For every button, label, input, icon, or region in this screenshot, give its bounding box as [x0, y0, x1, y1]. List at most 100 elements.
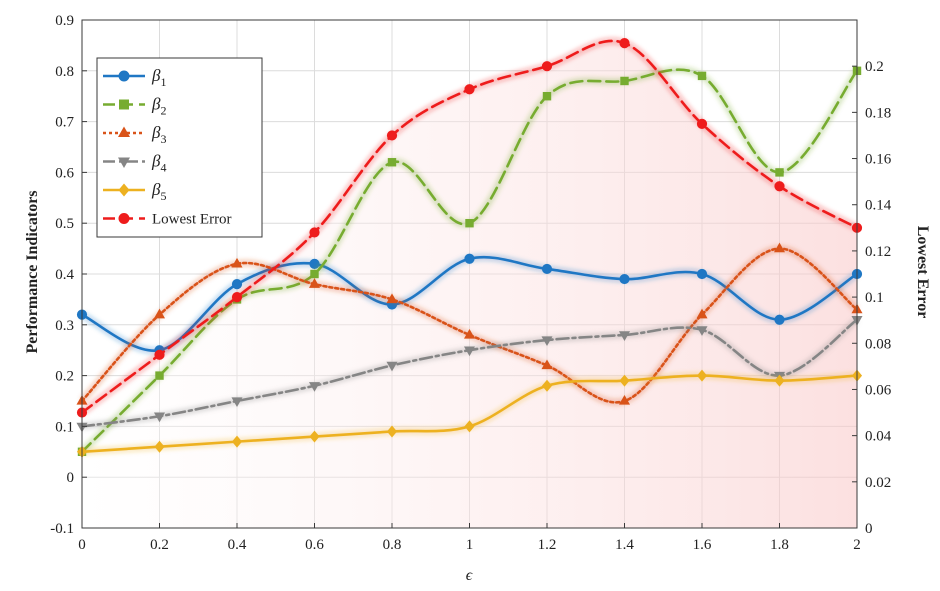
y-right-tick-label: 0.1: [865, 290, 884, 306]
data-point: [465, 219, 474, 228]
legend-label-symbol: β: [151, 66, 161, 85]
y-left-tick-label: 0.4: [55, 267, 74, 283]
data-point: [118, 213, 130, 224]
data-point: [118, 70, 130, 82]
data-point: [697, 71, 707, 81]
x-tick-label: 0: [78, 537, 86, 553]
data-point: [463, 346, 476, 357]
legend-label: β3: [151, 123, 166, 146]
x-tick-label: 0.4: [228, 537, 247, 553]
x-axis-label: ϵ: [466, 567, 473, 584]
data-point: [118, 126, 130, 137]
data-point: [620, 76, 629, 86]
data-point: [231, 435, 243, 448]
legend-label-subscript: 2: [160, 104, 166, 118]
legend-label: Lowest Error: [152, 212, 232, 228]
x-tick-label: 2: [853, 537, 861, 553]
x-tick-label: 0.6: [305, 537, 324, 553]
data-point: [309, 430, 320, 443]
data-point: [153, 412, 166, 423]
data-point: [118, 157, 130, 168]
y-left-tick-label: 0.7: [55, 115, 74, 131]
data-point: [386, 293, 398, 304]
legend-label-subscript: 5: [160, 189, 166, 203]
y-right-tick-label: 0.14: [865, 198, 892, 214]
y-axis-left-label: Performance Indicators: [24, 190, 41, 353]
series-beta-5: [76, 369, 863, 458]
legend-label-symbol: β: [151, 95, 161, 114]
data-point: [118, 183, 130, 197]
legend-label: β4: [151, 152, 166, 175]
data-point: [696, 326, 708, 336]
data-point: [774, 374, 785, 387]
y-right-tick-label: 0.16: [865, 152, 892, 168]
legend-item: β2: [103, 95, 166, 118]
legend-item: β1: [103, 66, 166, 89]
data-point: [155, 371, 164, 380]
x-tick-label: 1.4: [615, 537, 634, 553]
data-point: [696, 118, 708, 130]
x-tick-label: 1.2: [538, 537, 557, 553]
legend-item: β3: [103, 123, 166, 146]
data-point: [231, 397, 243, 407]
legend-label: β2: [151, 95, 166, 118]
legend-box: [96, 57, 263, 238]
data-point: [541, 61, 553, 72]
legend-label-subscript: 1: [160, 75, 166, 89]
series-beta-4: [76, 316, 863, 433]
legend-label-symbol: β: [151, 123, 161, 142]
y-left-tick-label: 0.6: [55, 165, 74, 181]
data-point: [119, 99, 129, 110]
legend-item: Lowest Error: [103, 212, 232, 228]
y-left-tick-label: 0.5: [55, 216, 74, 232]
y-right-tick-label: 0.2: [865, 59, 884, 75]
data-point: [618, 331, 631, 341]
data-point: [541, 336, 553, 347]
data-point: [154, 440, 165, 453]
data-point: [541, 263, 553, 275]
x-tick-label: 0.8: [383, 537, 402, 553]
series-lowest-error: [76, 37, 863, 418]
x-tick-label: 0.2: [150, 537, 169, 553]
legend-item: β5: [103, 180, 166, 203]
y-right-tick-label: 0.08: [865, 336, 891, 352]
data-point: [308, 278, 321, 288]
legend-label-subscript: 3: [160, 132, 166, 146]
y-right-tick-label: 0.12: [865, 244, 891, 260]
series-lines: [76, 37, 863, 458]
data-point: [541, 359, 553, 370]
y-left-tick-label: 0.8: [55, 64, 74, 80]
data-point: [386, 361, 398, 372]
data-point: [231, 279, 243, 290]
data-point: [310, 269, 319, 279]
y-left-tick-label: 0.9: [55, 13, 74, 29]
data-point: [619, 374, 630, 387]
legend-label: β5: [151, 180, 166, 203]
data-point: [619, 273, 630, 285]
legend-label-symbol: β: [151, 152, 161, 171]
data-point: [231, 257, 243, 268]
data-point: [775, 168, 784, 177]
y-right-tick-label: 0.06: [865, 382, 892, 398]
data-point: [619, 37, 630, 49]
series-line: [80, 247, 859, 404]
data-point: [618, 395, 631, 405]
y-right-tick-label: 0.18: [865, 105, 891, 121]
data-point: [308, 382, 321, 392]
data-point: [464, 420, 475, 433]
data-point: [696, 369, 708, 382]
data-point: [309, 258, 320, 269]
data-point: [386, 130, 398, 141]
data-point: [154, 349, 165, 360]
data-point: [464, 84, 475, 95]
data-point: [153, 308, 166, 319]
y-left-tick-label: 0.3: [55, 318, 74, 334]
data-point: [696, 268, 708, 280]
y-left-tick-label: 0: [67, 470, 75, 486]
y-right-tick-label: 0.02: [865, 475, 891, 491]
legend-item: β4: [103, 152, 166, 175]
y-left-tick-label: 0.2: [55, 369, 74, 385]
y-left-tick-label: -0.1: [50, 521, 74, 537]
